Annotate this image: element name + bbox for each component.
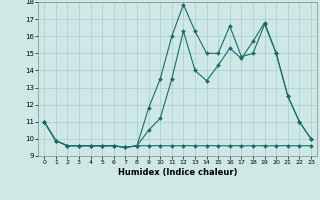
X-axis label: Humidex (Indice chaleur): Humidex (Indice chaleur)	[118, 168, 237, 177]
